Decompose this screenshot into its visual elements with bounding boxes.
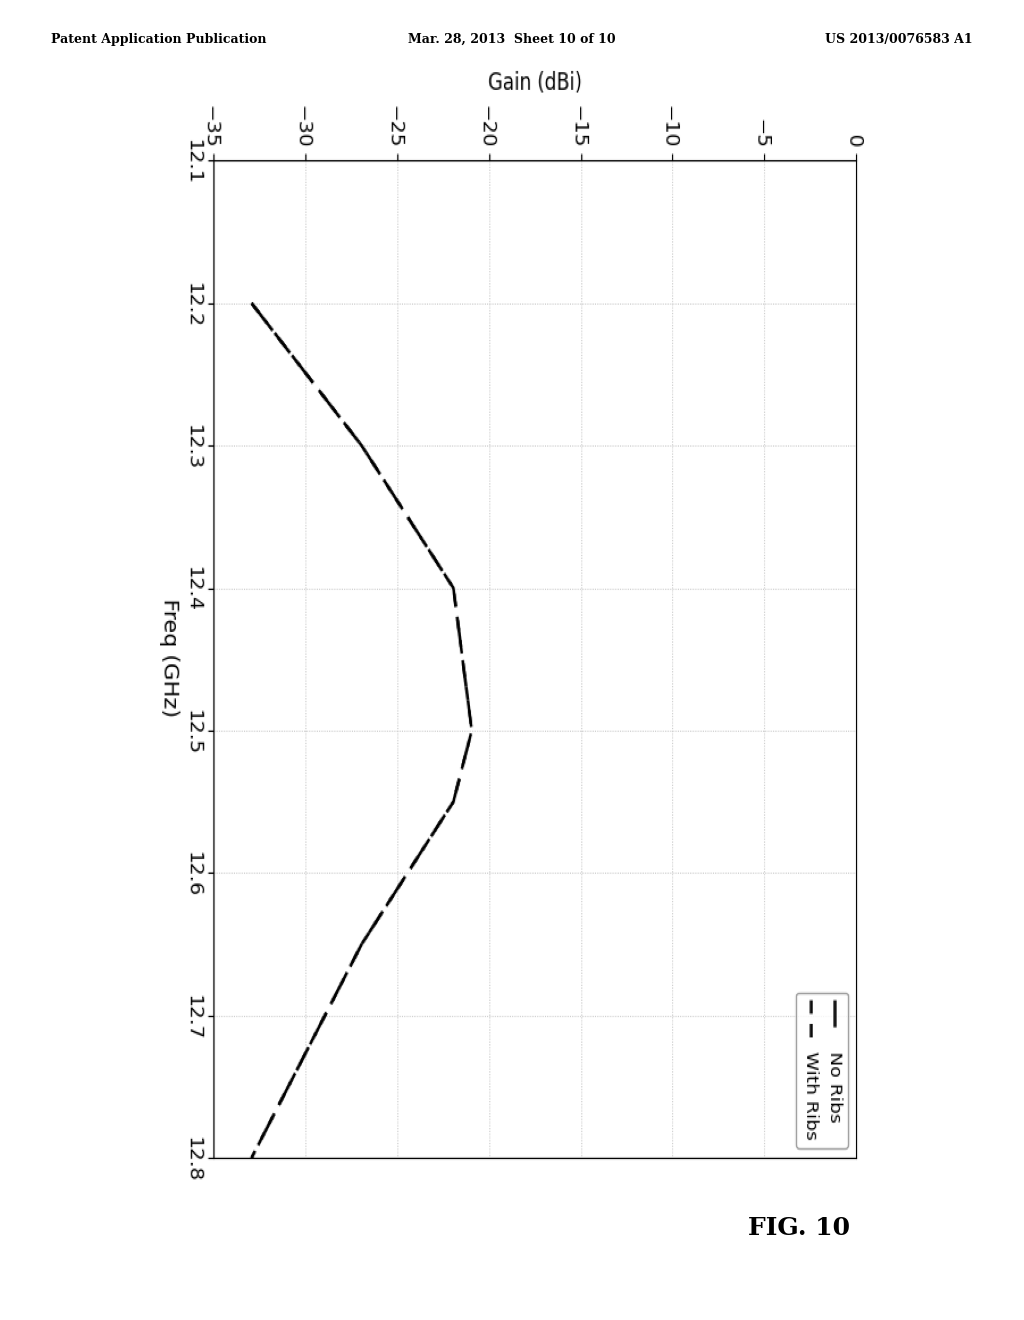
Text: FIG. 10: FIG. 10 — [748, 1216, 850, 1239]
Text: Patent Application Publication: Patent Application Publication — [51, 33, 266, 46]
Text: Mar. 28, 2013  Sheet 10 of 10: Mar. 28, 2013 Sheet 10 of 10 — [409, 33, 615, 46]
Text: US 2013/0076583 A1: US 2013/0076583 A1 — [825, 33, 973, 46]
